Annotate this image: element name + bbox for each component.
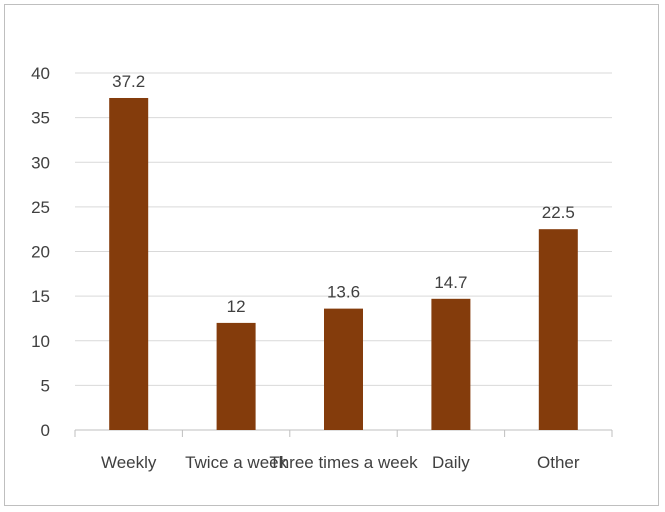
y-tick-label: 10 (31, 332, 50, 351)
data-label: 13.6 (327, 283, 360, 302)
data-label: 12 (227, 297, 246, 316)
data-label: 37.2 (112, 72, 145, 91)
y-tick-label: 15 (31, 287, 50, 306)
y-tick-label: 35 (31, 109, 50, 128)
y-tick-label: 5 (41, 376, 50, 395)
data-label: 22.5 (542, 203, 575, 222)
x-category-label: Weekly (101, 453, 157, 472)
bar (538, 229, 578, 430)
x-category-label: Three times a week (269, 453, 418, 472)
y-tick-label: 30 (31, 153, 50, 172)
bar (431, 298, 471, 430)
x-category-label: Other (537, 453, 580, 472)
bar (324, 308, 363, 430)
y-tick-label: 20 (31, 243, 50, 262)
bar (216, 322, 256, 430)
x-category-label: Twice a week (185, 453, 288, 472)
y-tick-label: 0 (41, 421, 50, 440)
bar (109, 97, 149, 431)
y-tick-label: 25 (31, 198, 50, 217)
x-category-label: Daily (432, 453, 470, 472)
data-label: 14.7 (434, 273, 467, 292)
y-tick-label: 40 (31, 64, 50, 83)
